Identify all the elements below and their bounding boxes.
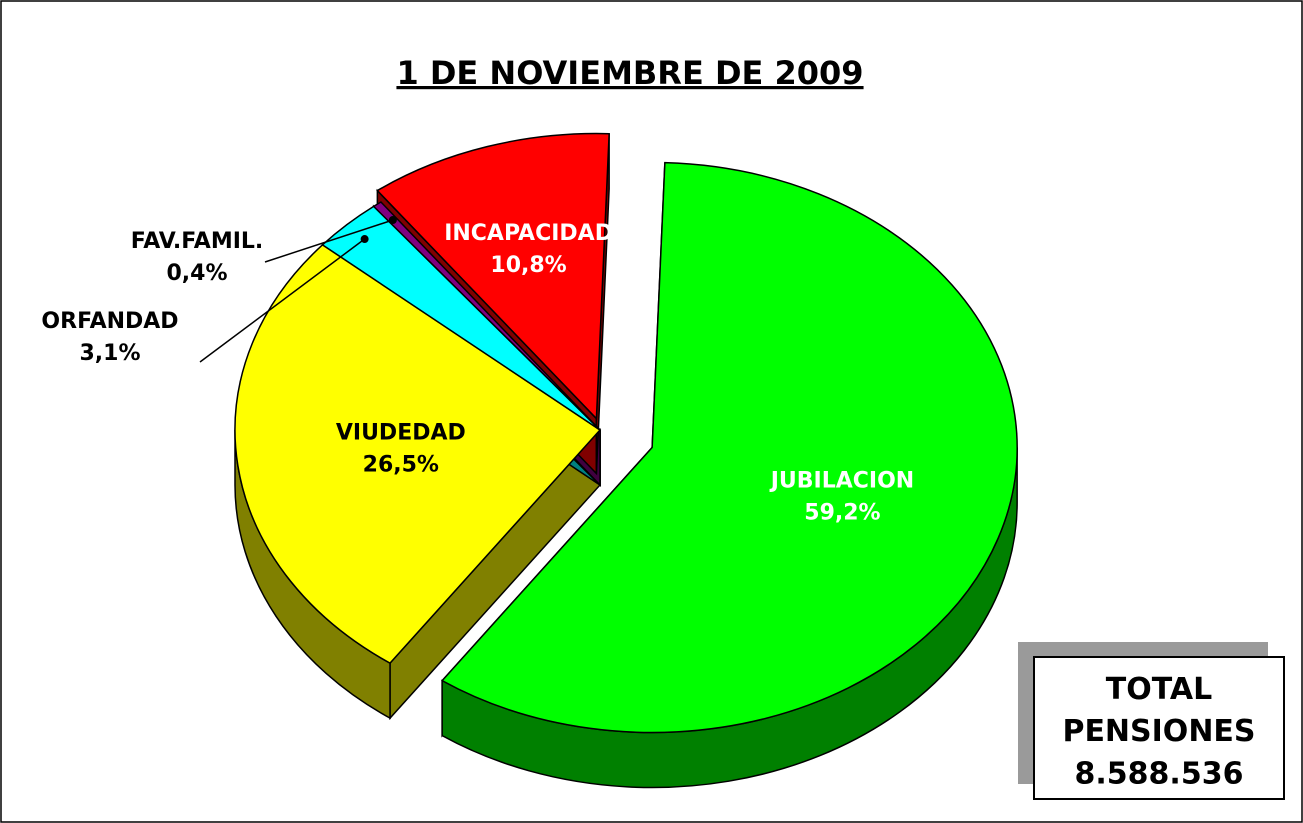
slice — [234, 243, 602, 665]
chart-title: 1 DE NOVIEMBRE DE 2009 — [396, 54, 863, 92]
leader-dot — [360, 235, 369, 244]
pie: JUBILACION 59,2% VIUDEDAD 26,5% ORFANDAD 3,1%… — [41, 132, 1018, 789]
leader-dot — [388, 216, 397, 225]
tops — [234, 132, 1018, 734]
leader-line — [199, 238, 366, 363]
slice-label: VIUDEDAD — [336, 421, 466, 446]
slice — [372, 201, 601, 431]
total-title: TOTAL PENSIONES — [1062, 672, 1255, 749]
slice — [440, 161, 1018, 734]
slice-label: ORFANDAD — [41, 309, 178, 334]
total-box — [1033, 656, 1285, 800]
value-label: 10,8% — [490, 253, 566, 278]
value-label: 3,1% — [79, 341, 140, 366]
slice — [376, 132, 610, 421]
value-label: 0,4% — [166, 261, 227, 286]
labels: JUBILACION 59,2% VIUDEDAD 26,5% ORFANDAD 3,1%… — [41, 216, 914, 525]
slice-label: INCAPACIDAD — [444, 221, 613, 246]
slice-label: FAV.FAMIL. — [131, 229, 264, 254]
value-label: 59,2% — [804, 500, 880, 525]
slice-label: JUBILACION — [769, 468, 915, 493]
value-label: 26,5% — [363, 453, 439, 478]
total-text: 8.588.536 — [1075, 757, 1244, 792]
leader-line — [264, 219, 394, 263]
